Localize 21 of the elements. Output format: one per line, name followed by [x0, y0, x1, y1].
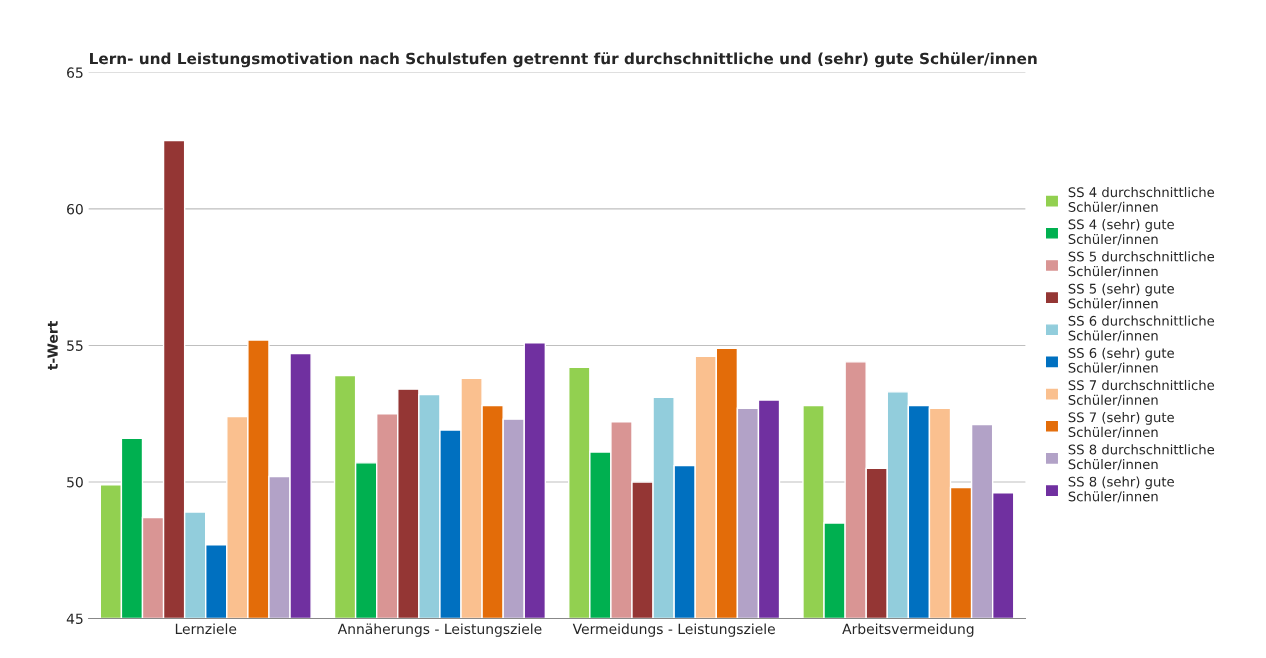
legend-label: SS 7 durchschnittliche Schüler/innen — [1068, 379, 1215, 406]
legend-label: SS 4 (sehr) gute Schüler/innen — [1068, 219, 1174, 246]
legend-label: SS 5 durchschnittliche Schüler/innen — [1068, 251, 1215, 278]
legend-label: SS 7 (sehr) gute Schüler/innen — [1068, 412, 1174, 439]
chart-title: Lern- und Leistungsmotivation nach Schulstufen getrennt für durchschnittliche und (sehr) gute Schüler/innen — [90, 52, 1037, 68]
legend-label: SS 6 durchschnittliche Schüler/innen — [1068, 315, 1215, 342]
x-tick-label: Arbeitsvermeidung — [842, 623, 974, 637]
legend-label: SS 6 (sehr) gute Schüler/innen — [1068, 347, 1174, 374]
legend-label: SS 8 durchschnittliche Schüler/innen — [1068, 444, 1215, 471]
x-tick-label: Annäherungs - Leistungsziele — [337, 623, 542, 637]
y-axis-title: t-Wert — [47, 321, 58, 371]
x-tick-label: Vermeidungs - Leistungsziele — [572, 623, 775, 637]
y-tick-label: 55 — [67, 340, 83, 351]
y-tick-label: 50 — [67, 476, 83, 488]
y-tick-label: 45 — [66, 613, 83, 624]
y-tick-label: 65 — [67, 67, 83, 78]
legend-label: SS 8 (sehr) gute Schüler/innen — [1068, 476, 1174, 503]
legend-label: SS 5 (sehr) gute Schüler/innen — [1068, 283, 1174, 310]
x-tick-label: Lernziele — [175, 623, 237, 635]
y-tick-label: 60 — [67, 203, 83, 215]
legend-label: SS 4 durchschnittliche Schüler/innen — [1068, 186, 1215, 213]
